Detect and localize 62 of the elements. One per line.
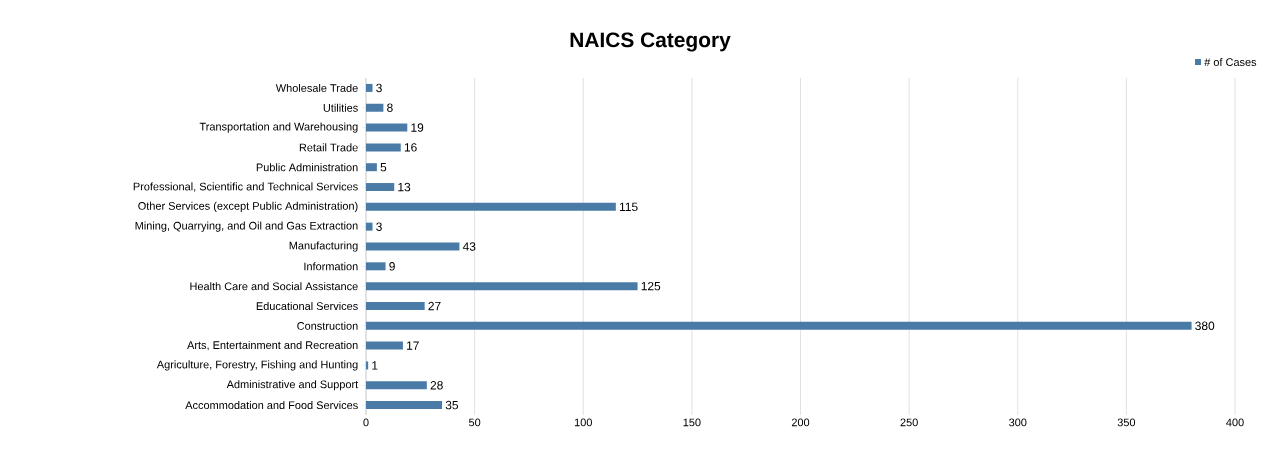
data-label: 43 — [462, 242, 476, 251]
y-tick-label: Arts, Entertainment and Recreation — [187, 340, 358, 351]
bar — [366, 103, 384, 112]
bar — [366, 321, 1192, 330]
data-label: 27 — [428, 301, 441, 311]
chart-title: NAICS Category — [570, 32, 731, 52]
x-tick-label: 150 — [683, 418, 701, 427]
bar — [366, 301, 425, 310]
x-tick-label: 300 — [1009, 418, 1027, 427]
y-tick-label: Mining, Quarrying, and Oil and Gas Extraction — [135, 221, 358, 232]
y-tick-label: Utilities — [323, 103, 358, 112]
bar — [366, 262, 386, 271]
bar — [366, 341, 403, 350]
y-tick-label: Manufacturing — [289, 241, 358, 252]
data-label: 8 — [387, 103, 393, 112]
data-label: 19 — [411, 123, 424, 132]
x-tick-label: 50 — [468, 418, 481, 427]
x-tick-label: 250 — [900, 418, 918, 427]
data-label: 3 — [376, 83, 382, 93]
bar — [366, 361, 369, 370]
data-label: 9 — [389, 262, 395, 271]
data-label: 5 — [380, 163, 387, 172]
bar — [366, 401, 443, 410]
y-tick-label: Transportation and Warehousing — [199, 122, 358, 133]
y-tick-label: Health Care and Social Assistance — [190, 282, 358, 291]
y-tick-label: Administrative and Support — [226, 380, 359, 391]
x-tick-label: 0 — [363, 418, 369, 427]
bar — [366, 123, 408, 132]
y-tick-label: Other Services (except Public Administration) — [138, 201, 358, 212]
y-tick-label: Wholesale Trade — [275, 83, 358, 92]
data-label: 380 — [1195, 321, 1215, 331]
data-label: 17 — [407, 341, 419, 350]
data-label: 115 — [619, 202, 638, 212]
data-label: 16 — [404, 143, 417, 152]
bar — [366, 143, 401, 152]
y-tick-label: Public Administration — [256, 163, 358, 172]
data-label: 3 — [376, 222, 382, 231]
y-tick-label: Accommodation and Food Services — [185, 401, 358, 410]
y-tick-label: Agriculture, Forestry, Fishing and Hunting — [156, 360, 358, 371]
data-label: 28 — [430, 381, 443, 390]
y-tick-label: Professional, Scientific and Technical Services — [133, 182, 358, 192]
bar — [366, 282, 638, 291]
x-tick-label: 400 — [1226, 418, 1244, 427]
data-label: 35 — [445, 400, 459, 410]
y-tick-label: Information — [304, 262, 358, 271]
legend-label: # of Cases — [1204, 57, 1257, 67]
data-label: 1 — [372, 361, 378, 370]
y-tick-label: Retail Trade — [299, 143, 358, 152]
data-label: 125 — [641, 281, 661, 291]
x-tick-label: 350 — [1117, 418, 1136, 427]
bar — [366, 163, 377, 172]
bar — [366, 222, 373, 231]
data-label: 13 — [398, 182, 411, 192]
bar — [366, 183, 395, 192]
y-tick-label: Construction — [297, 321, 358, 330]
x-tick-label: 200 — [791, 418, 810, 427]
bar — [366, 242, 460, 251]
bar — [366, 202, 616, 211]
y-tick-label: Educational Services — [256, 301, 358, 310]
bar — [366, 83, 373, 92]
bar — [366, 381, 427, 390]
x-tick-label: 100 — [574, 418, 592, 427]
